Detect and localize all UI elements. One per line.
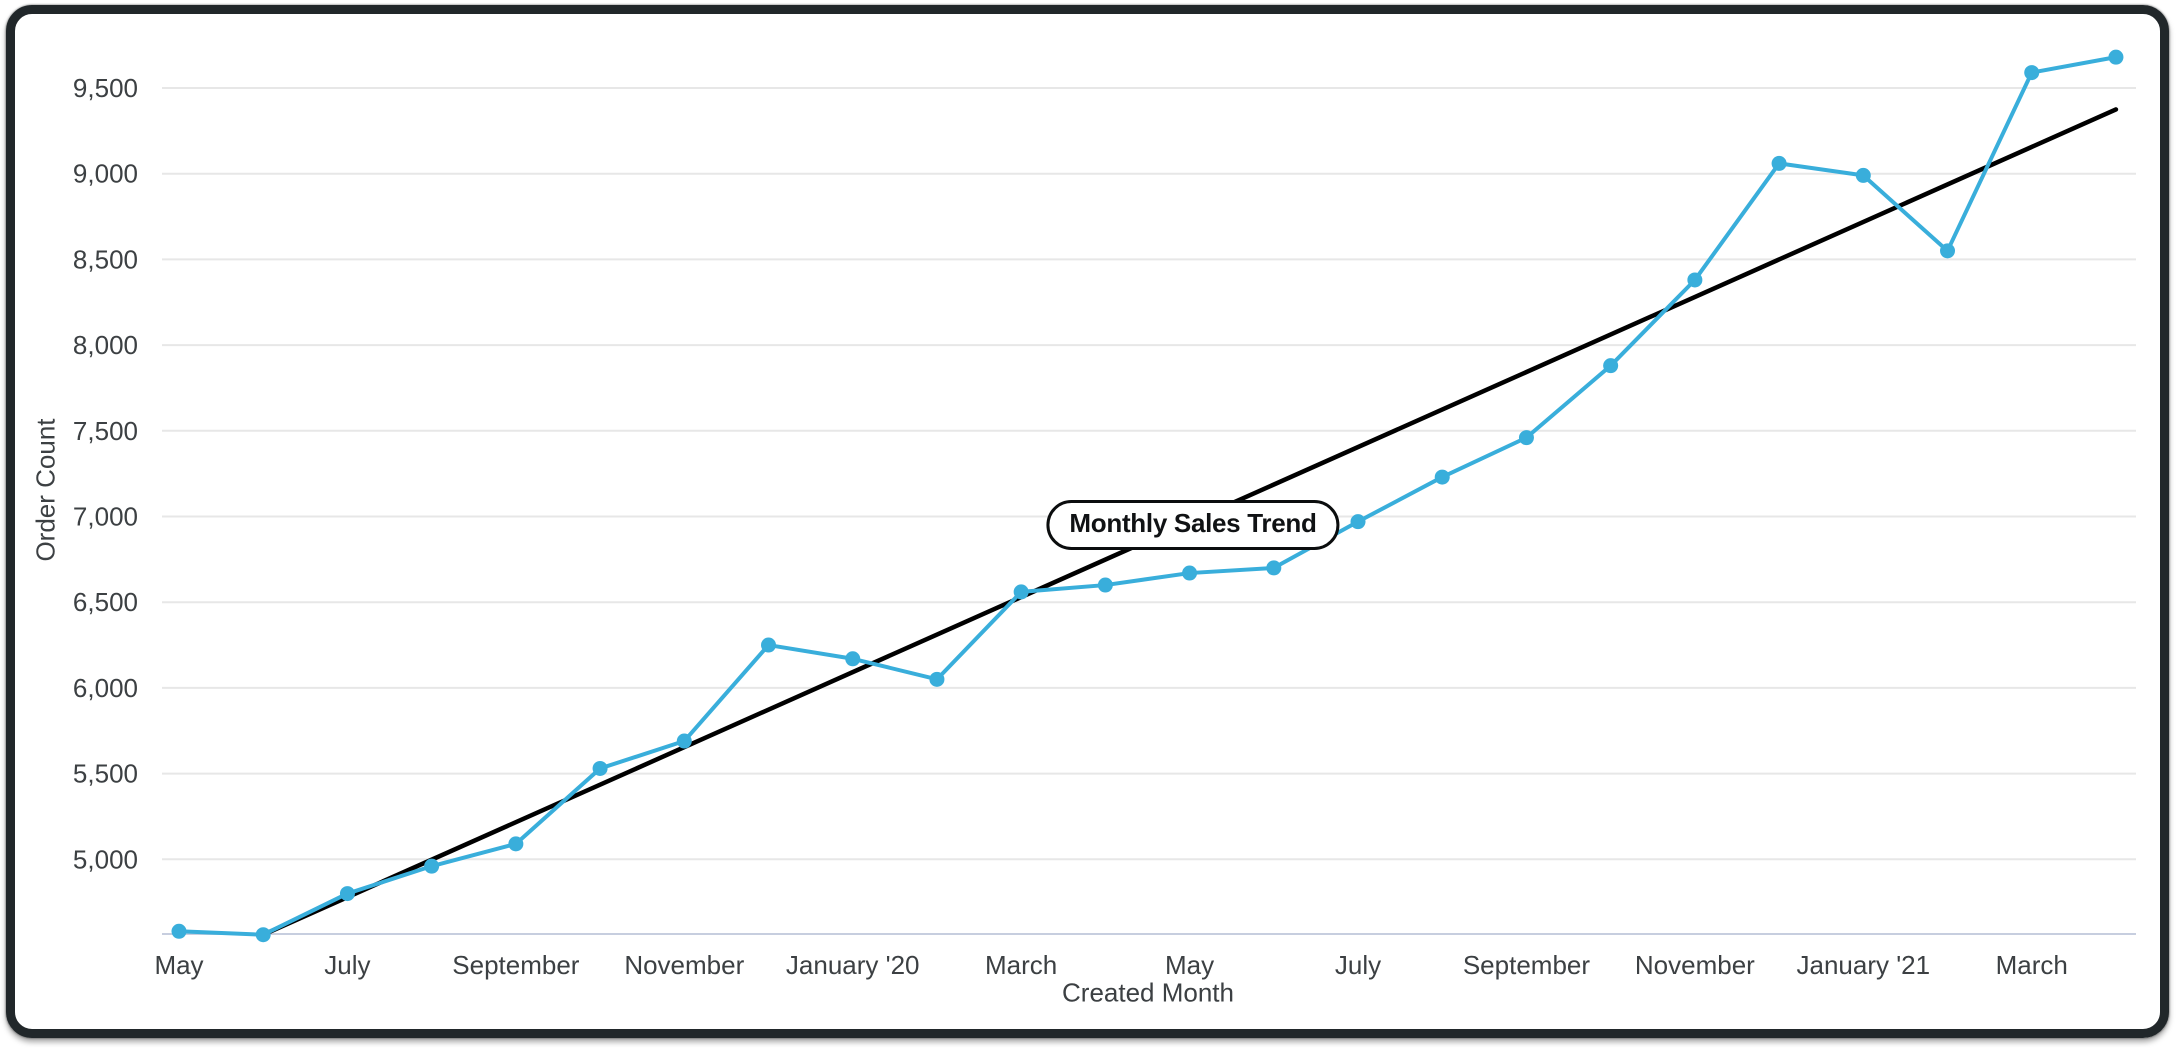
data-point[interactable] (1097, 577, 1113, 593)
data-point[interactable] (339, 886, 355, 902)
data-point[interactable] (1771, 155, 1787, 171)
x-tick-label: May (154, 950, 203, 980)
x-tick-label: March (1996, 950, 2068, 980)
y-tick-label: 8,500 (73, 244, 138, 274)
x-tick-label: September (452, 950, 580, 980)
data-point[interactable] (1182, 565, 1198, 581)
data-point[interactable] (592, 760, 608, 776)
data-point[interactable] (2024, 65, 2040, 81)
y-tick-label: 7,000 (73, 502, 138, 532)
data-point[interactable] (1603, 358, 1619, 374)
x-tick-label: September (1463, 950, 1591, 980)
data-point[interactable] (1350, 514, 1366, 530)
data-point[interactable] (1940, 243, 1956, 259)
y-tick-label: 6,500 (73, 587, 138, 617)
x-tick-label: July (1335, 950, 1381, 980)
x-axis-title: Created Month (1062, 977, 1234, 1008)
data-point[interactable] (1434, 469, 1450, 485)
data-point[interactable] (1266, 560, 1282, 576)
x-tick-label: May (1165, 950, 1214, 980)
x-tick-label: November (624, 950, 744, 980)
data-point[interactable] (1855, 167, 1871, 183)
data-point[interactable] (761, 637, 777, 653)
y-tick-label: 5,500 (73, 759, 138, 789)
data-point[interactable] (1013, 584, 1029, 600)
y-tick-label: 9,500 (73, 73, 138, 103)
y-tick-label: 5,000 (73, 844, 138, 874)
x-tick-label: November (1635, 950, 1755, 980)
y-tick-label: 8,000 (73, 330, 138, 360)
data-point[interactable] (845, 651, 861, 667)
chart-title-badge: Monthly Sales Trend (1046, 500, 1340, 550)
y-tick-label: 7,500 (73, 416, 138, 446)
x-tick-label: July (324, 950, 370, 980)
y-tick-label: 9,000 (73, 159, 138, 189)
data-point[interactable] (1687, 272, 1703, 288)
y-axis-title: Order Count (30, 418, 61, 562)
x-tick-label: January '21 (1796, 950, 1930, 980)
data-point[interactable] (508, 836, 524, 852)
data-point[interactable] (2108, 49, 2124, 65)
data-point[interactable] (424, 858, 440, 874)
data-point[interactable] (255, 927, 271, 943)
data-point[interactable] (1518, 430, 1534, 446)
x-tick-label: March (985, 950, 1057, 980)
data-point[interactable] (171, 923, 187, 939)
sales-line (177, 55, 2118, 937)
data-point[interactable] (676, 733, 692, 749)
x-tick-label: January '20 (786, 950, 920, 980)
data-point[interactable] (929, 671, 945, 687)
y-tick-label: 6,000 (73, 673, 138, 703)
